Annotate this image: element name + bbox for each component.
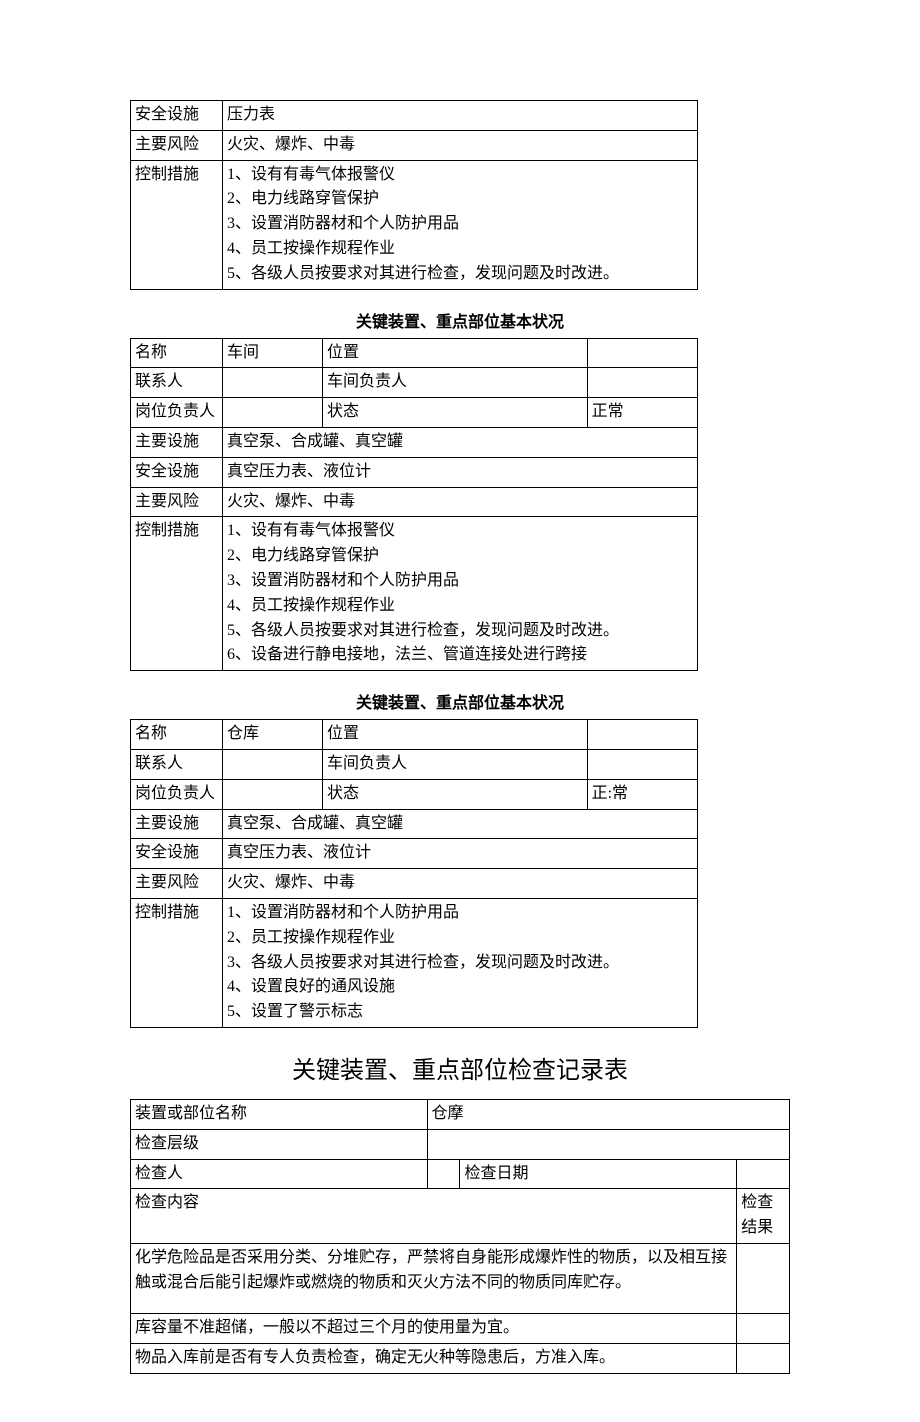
table-row: 名称 车间 位置 [131,338,698,368]
cell: 主要设施 [131,427,223,457]
table-row: 主要设施 真空泵、合成罐、真空罐 [131,427,698,457]
cell: 仓摩 [427,1099,789,1129]
cell: 位置 [323,338,588,368]
table-row: 检查人 检查日期 [131,1159,790,1189]
cell-value: 火灾、爆炸、中毒 [223,130,698,160]
table-row: 化学危险品是否采用分类、分堆贮存，严禁将自身能形成爆炸性的物质，以及相互接触或混… [131,1243,790,1314]
cell [223,779,323,809]
cell: 物品入库前是否有专人负责检查，确定无火种等隐患后，方准入库。 [131,1344,737,1374]
table-section-2: 名称 车间 位置 联系人 车间负责人 岗位负责人 状态 正常 主要设施 真空泵、… [130,338,698,672]
cell [223,749,323,779]
cell: 检查内容 [131,1189,737,1244]
cell [587,338,697,368]
cell: 名称 [131,338,223,368]
cell: 1、设有有毒气体报警仪 2、电力线路穿管保护 3、设置消防器材和个人防护用品 4… [223,517,698,671]
cell: 车间 [223,338,323,368]
cell: 岗位负责人 [131,398,223,428]
cell: 检查日期 [460,1159,737,1189]
cell-label: 主要风险 [131,130,223,160]
cell: 岗位负责人 [131,779,223,809]
table-row: 主要设施 真空泵、合成罐、真空罐 [131,809,698,839]
table-section-3: 名称 仓库 位置 联系人 车间负责人 岗位负责人 状态 正:常 主要设施 真空泵… [130,719,698,1028]
cell [427,1159,460,1189]
table-row: 安全设施 压力表 [131,101,698,131]
cell [223,368,323,398]
table-row: 检查层级 [131,1129,790,1159]
cell: 库容量不准超储，一般以不超过三个月的使用量为宜。 [131,1314,737,1344]
big-title: 关键装置、重点部位检查记录表 [130,1050,790,1085]
table-row: 联系人 车间负责人 [131,368,698,398]
table-row: 控制措施 1、设置消防器材和个人防护用品 2、员工按操作规程作业 3、各级人员按… [131,898,698,1027]
cell: 位置 [323,720,588,750]
table-row: 控制措施 1、设有有毒气体报警仪 2、电力线路穿管保护 3、设置消防器材和个人防… [131,160,698,289]
cell [223,398,323,428]
cell [427,1129,789,1159]
table-row: 联系人 车间负责人 [131,749,698,779]
cell: 主要设施 [131,809,223,839]
cell: 安全设施 [131,457,223,487]
cell: 主要风险 [131,869,223,899]
cell: 联系人 [131,749,223,779]
cell: 车间负责人 [323,749,588,779]
cell [737,1314,790,1344]
cell: 真空压力表、液位计 [223,457,698,487]
cell [587,720,697,750]
cell: 火灾、爆炸、中毒 [223,869,698,899]
cell: 仓库 [223,720,323,750]
table-row: 岗位负责人 状态 正常 [131,398,698,428]
cell-value: 1、设有有毒气体报警仪 2、电力线路穿管保护 3、设置消防器材和个人防护用品 4… [223,160,698,289]
table-partial-top: 安全设施 压力表 主要风险 火灾、爆炸、中毒 控制措施 1、设有有毒气体报警仪 … [130,100,698,290]
table-row: 检查内容 检查结果 [131,1189,790,1244]
cell: 控制措施 [131,517,223,671]
cell: 正:常 [587,779,697,809]
cell: 状态 [323,779,588,809]
cell: 名称 [131,720,223,750]
cell: 状态 [323,398,588,428]
cell: 火灾、爆炸、中毒 [223,487,698,517]
cell [737,1243,790,1314]
table-row: 安全设施 真空压力表、液位计 [131,839,698,869]
cell: 检查结果 [737,1189,790,1244]
cell: 正常 [587,398,697,428]
cell [587,368,697,398]
cell-value: 压力表 [223,101,698,131]
cell: 安全设施 [131,839,223,869]
cell [587,749,697,779]
cell: 真空泵、合成罐、真空罐 [223,809,698,839]
cell: 联系人 [131,368,223,398]
cell: 车间负责人 [323,368,588,398]
table-row: 岗位负责人 状态 正:常 [131,779,698,809]
table-row: 物品入库前是否有专人负责检查，确定无火种等隐患后，方准入库。 [131,1344,790,1374]
table-row: 主要风险 火灾、爆炸、中毒 [131,487,698,517]
table-row: 主要风险 火灾、爆炸、中毒 [131,869,698,899]
cell: 检查层级 [131,1129,428,1159]
cell: 主要风险 [131,487,223,517]
table-row: 名称 仓库 位置 [131,720,698,750]
cell: 1、设置消防器材和个人防护用品 2、员工按操作规程作业 3、各级人员按要求对其进… [223,898,698,1027]
cell-label: 控制措施 [131,160,223,289]
section-title-2: 关键装置、重点部位基本状况 [130,308,790,332]
cell-label: 安全设施 [131,101,223,131]
cell: 化学危险品是否采用分类、分堆贮存，严禁将自身能形成爆炸性的物质，以及相互接触或混… [131,1243,737,1314]
cell: 真空压力表、液位计 [223,839,698,869]
cell: 检查人 [131,1159,428,1189]
table-row: 控制措施 1、设有有毒气体报警仪 2、电力线路穿管保护 3、设置消防器材和个人防… [131,517,698,671]
cell [737,1344,790,1374]
cell: 真空泵、合成罐、真空罐 [223,427,698,457]
table-row: 库容量不准超储，一般以不超过三个月的使用量为宜。 [131,1314,790,1344]
cell: 控制措施 [131,898,223,1027]
cell [737,1159,790,1189]
table-row: 安全设施 真空压力表、液位计 [131,457,698,487]
table-row: 主要风险 火灾、爆炸、中毒 [131,130,698,160]
section-title-3: 关键装置、重点部位基本状况 [130,689,790,713]
cell: 装置或部位名称 [131,1099,428,1129]
table-section-4: 装置或部位名称 仓摩 检查层级 检查人 检查日期 检查内容 检查结果 化学危险品… [130,1099,790,1374]
table-row: 装置或部位名称 仓摩 [131,1099,790,1129]
